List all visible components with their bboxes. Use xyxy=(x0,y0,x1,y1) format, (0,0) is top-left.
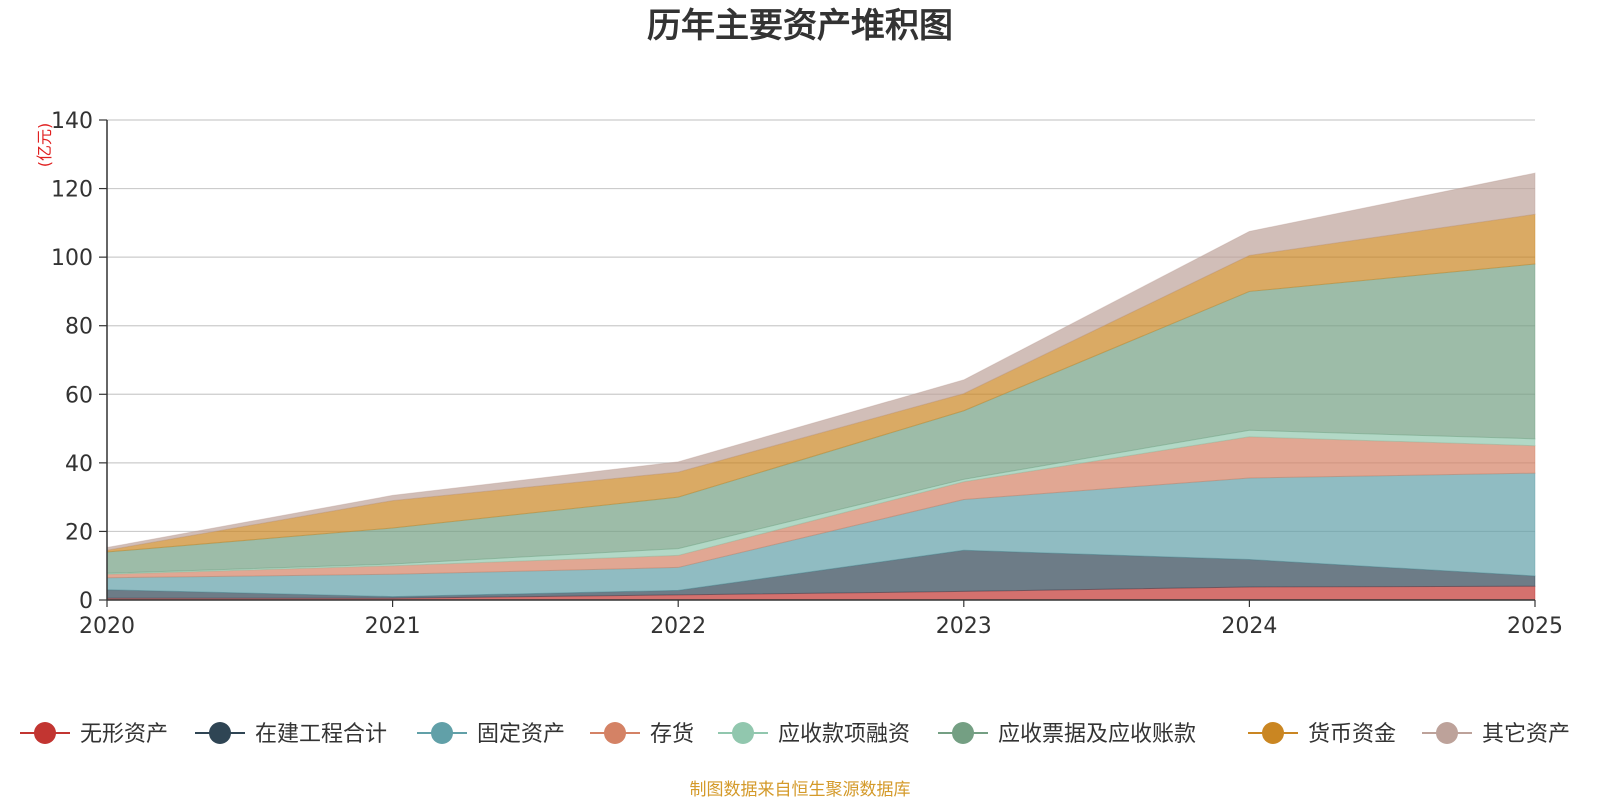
legend-label: 无形资产 xyxy=(80,722,168,747)
legend-marker xyxy=(431,722,453,744)
x-tick-label: 2024 xyxy=(1221,614,1277,639)
legend-item-5[interactable]: 应收款项融资 xyxy=(718,722,910,747)
legend-marker xyxy=(952,722,974,744)
y-tick-label: 60 xyxy=(65,383,93,408)
legend-label: 存货 xyxy=(650,722,694,747)
legend-marker xyxy=(34,722,56,744)
axes xyxy=(106,120,1535,601)
legend-item-4[interactable]: 存货 xyxy=(590,722,694,747)
legend-label: 固定资产 xyxy=(477,722,565,747)
legend-item-1[interactable]: 无形资产 xyxy=(20,722,168,747)
legend-marker xyxy=(604,722,626,744)
area-series-6 xyxy=(106,263,1536,574)
legend-item-7[interactable]: 货币资金 xyxy=(1248,722,1396,747)
y-tick-label: 40 xyxy=(65,452,93,477)
y-axis-unit-label: (亿元) xyxy=(35,123,54,168)
x-tick-label: 2020 xyxy=(79,614,135,639)
legend-marker xyxy=(732,722,754,744)
legend-label: 货币资金 xyxy=(1308,722,1396,747)
y-tick-labels: 0 20 40 60 80 100 120 140 xyxy=(51,109,107,614)
y-tick-label: 0 xyxy=(79,589,93,614)
legend-item-2[interactable]: 在建工程合计 xyxy=(195,722,387,747)
x-tick-labels: 2020 2021 2022 2023 2024 2025 xyxy=(79,600,1563,639)
area-series-3 xyxy=(106,472,1536,598)
x-tick-label: 2023 xyxy=(936,614,992,639)
x-tick-label: 2022 xyxy=(650,614,706,639)
y-tick-label: 120 xyxy=(51,178,93,203)
source-note: 制图数据来自恒生聚源数据库 xyxy=(690,780,911,800)
legend-label: 在建工程合计 xyxy=(255,722,387,747)
legend[interactable]: 无形资产 在建工程合计 固定资产 存货 应收款项融资 应收票据及应收账款 货币资金 其它资产 xyxy=(20,722,1570,747)
legend-marker xyxy=(1262,722,1284,744)
legend-marker xyxy=(1436,722,1458,744)
area-series-group xyxy=(106,172,1536,601)
legend-label: 其它资产 xyxy=(1482,722,1570,747)
legend-item-8[interactable]: 其它资产 xyxy=(1422,722,1570,747)
y-tick-label: 80 xyxy=(65,315,93,340)
legend-item-3[interactable]: 固定资产 xyxy=(417,722,565,747)
legend-label: 应收票据及应收账款 xyxy=(998,722,1196,747)
chart-title: 历年主要资产堆积图 xyxy=(647,6,953,46)
y-tick-label: 20 xyxy=(65,520,93,545)
area-series-8 xyxy=(106,172,1536,551)
legend-item-6[interactable]: 应收票据及应收账款 xyxy=(938,722,1196,747)
y-tick-label: 140 xyxy=(51,109,93,134)
x-tick-label: 2025 xyxy=(1507,614,1563,639)
area-series-4 xyxy=(106,436,1536,579)
x-tick-label: 2021 xyxy=(365,614,421,639)
legend-marker xyxy=(209,722,231,744)
legend-label: 应收款项融资 xyxy=(778,722,910,747)
y-tick-label: 100 xyxy=(51,246,93,271)
